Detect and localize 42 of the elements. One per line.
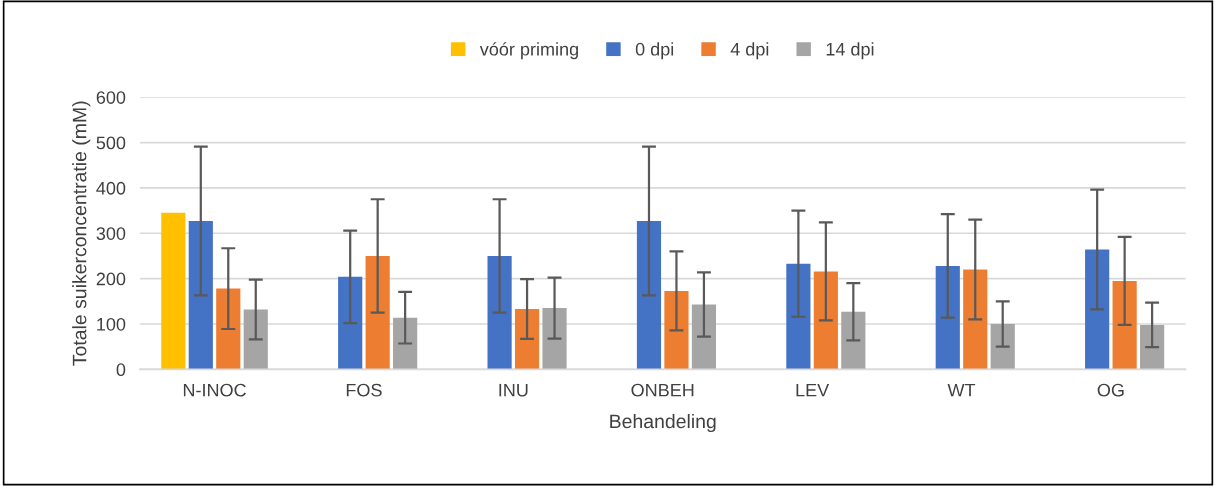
bar (161, 212, 186, 370)
legend-label: vóór priming (479, 42, 578, 60)
bar (963, 269, 988, 370)
y-tick-label: 500 (96, 136, 126, 150)
bar (487, 255, 512, 370)
y-tick-label: 200 (96, 272, 126, 286)
bar (365, 255, 390, 370)
bar (691, 304, 717, 370)
bar (514, 309, 540, 370)
bar (1140, 324, 1165, 370)
y-tick-label: 300 (96, 227, 126, 240)
bar (1112, 280, 1137, 370)
bar (393, 317, 418, 370)
bar (188, 221, 213, 370)
bar (243, 309, 268, 370)
y-tick-label: 0 (116, 363, 126, 377)
bar (338, 276, 363, 370)
y-tick-label: 400 (96, 181, 126, 195)
bar (664, 290, 689, 370)
x-tick-label: INU (499, 383, 528, 397)
legend-label: 0 dpi (635, 42, 674, 60)
bar (636, 221, 662, 370)
legend-label: 14 dpi (826, 42, 874, 60)
bar (990, 324, 1015, 370)
x-tick-label: OG (1097, 383, 1124, 397)
y-tick-label: 600 (96, 91, 126, 104)
bar (935, 265, 960, 370)
legend-label: 4 dpi (730, 42, 769, 60)
bar (841, 311, 866, 370)
x-tick-label: ONBEH (631, 383, 694, 397)
bar (542, 308, 567, 370)
bar (813, 271, 838, 370)
y-tick-label: 100 (97, 317, 126, 331)
x-tick-label: FOS (346, 383, 382, 397)
bar (1085, 249, 1110, 370)
x-axis-title: Behandeling (610, 413, 716, 433)
x-tick-label: N-INOC (183, 383, 246, 397)
bar (216, 288, 241, 370)
y-axis-title: Totale suikerconcentratie (mM) (72, 101, 91, 366)
bar (786, 263, 811, 370)
x-tick-label: LEV (796, 383, 830, 397)
x-tick-label: WT (947, 383, 976, 397)
